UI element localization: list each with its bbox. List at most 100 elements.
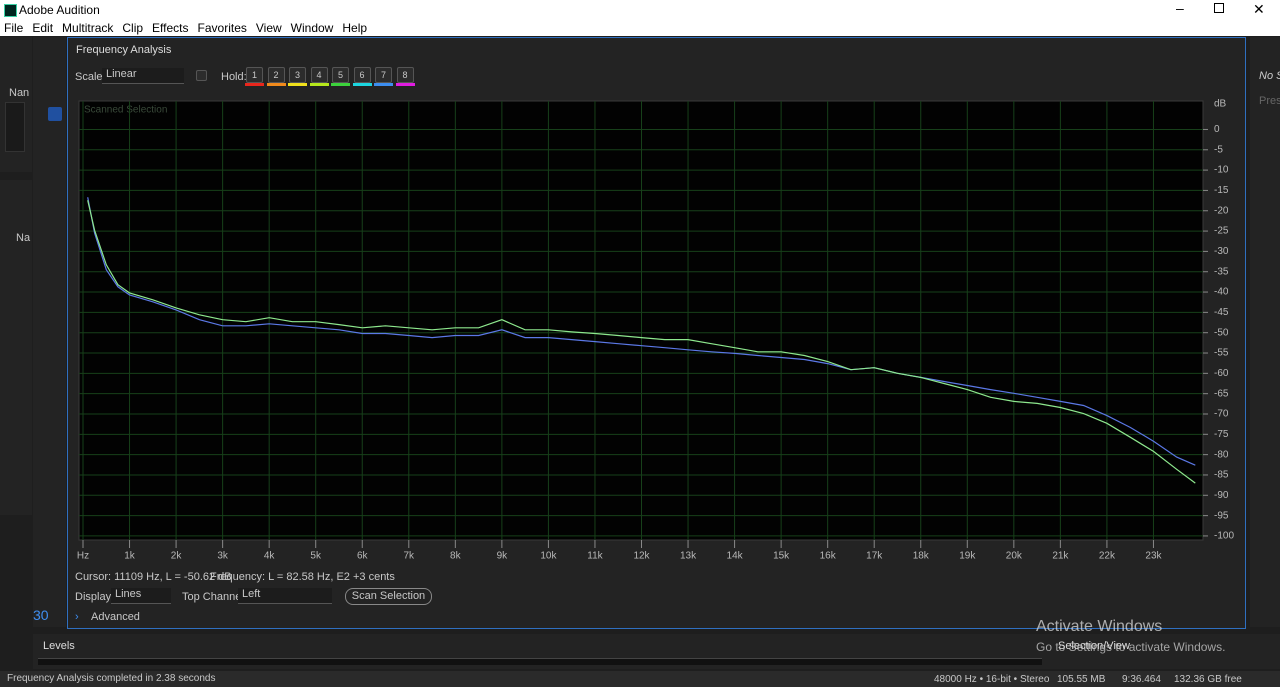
y-tick-label: -20 — [1214, 205, 1229, 216]
level-meter — [38, 658, 1042, 665]
x-tick-label: 10k — [540, 551, 557, 562]
x-tick-label: 17k — [866, 551, 883, 562]
y-tick-label: -65 — [1214, 388, 1229, 399]
menu-item[interactable]: Clip — [122, 21, 144, 35]
menu-item[interactable]: Edit — [32, 21, 54, 35]
scale-label: Scale: — [75, 71, 106, 83]
levels-title: Levels — [43, 640, 75, 652]
right-label-2: Pres — [1259, 95, 1280, 107]
status-size: 105.55 MB — [1057, 674, 1106, 685]
panel-title: Frequency Analysis — [76, 44, 172, 56]
minimize[interactable]: – — [1176, 0, 1184, 16]
x-tick-label: 16k — [820, 551, 837, 562]
selection-view: Selection/View — [1058, 640, 1130, 652]
right-panel: No S Pres — [1250, 37, 1280, 627]
top-channel-dropdown[interactable]: Left — [238, 588, 332, 604]
cursor-info: Cursor: 11109 Hz, L = -50.62 dB — [75, 571, 232, 583]
menu-item[interactable]: Multitrack — [62, 21, 114, 35]
y-tick-label: -35 — [1214, 266, 1229, 277]
hold-color — [374, 83, 393, 86]
right-label: No S — [1259, 70, 1280, 82]
copy-button[interactable] — [196, 70, 207, 81]
spectrum-line — [87, 200, 1196, 484]
advanced[interactable]: Advanced — [91, 611, 140, 623]
y-tick-label: -80 — [1214, 449, 1229, 460]
chart-subtitle: Scanned Selection — [84, 105, 167, 116]
hold-color — [266, 83, 286, 86]
y-tick-label: -90 — [1214, 490, 1229, 501]
y-tick-label: -50 — [1214, 327, 1229, 338]
title-bar: Adobe Audition – ✕ — [0, 0, 1280, 20]
hold-color — [331, 83, 350, 86]
side-strip — [33, 37, 66, 627]
y-tick-label: -10 — [1214, 165, 1229, 176]
hold-color — [395, 83, 415, 86]
y-tick-label: -60 — [1214, 368, 1229, 379]
display-dropdown[interactable]: Lines — [111, 588, 171, 604]
menu-item[interactable]: Favorites — [197, 21, 247, 35]
advanced-arrow[interactable]: › — [75, 611, 79, 623]
y-tick-label: -75 — [1214, 429, 1229, 440]
x-tick-label: 6k — [357, 551, 369, 562]
left-panel: Nan — [0, 37, 32, 172]
menu-item[interactable]: View — [255, 21, 282, 35]
hold-button[interactable]: 5 — [332, 67, 349, 83]
y-tick-label: -95 — [1214, 510, 1229, 521]
left-list — [5, 102, 25, 152]
status-format: 48000 Hz • 16-bit • Stereo — [934, 674, 1050, 685]
hold-button[interactable]: 4 — [310, 67, 328, 83]
side-icon[interactable] — [48, 107, 62, 121]
menu-item[interactable]: File — [4, 21, 24, 35]
status-duration: 9:36.464 — [1122, 674, 1161, 685]
top-channel-label: Top Channel: — [182, 591, 247, 603]
hold-color — [245, 83, 264, 86]
y-tick-label: 0 — [1214, 124, 1220, 135]
x-tick-label: 14k — [727, 551, 744, 562]
watermark-title: Activate Windows — [1036, 618, 1163, 635]
menu-bar: File Edit Multitrack Clip Effects Favorites Vi… — [0, 20, 1280, 36]
status-message: Frequency Analysis completed in 2.38 sec… — [7, 673, 216, 684]
hold-button[interactable]: 1 — [246, 67, 263, 83]
y-tick-label: -55 — [1214, 348, 1229, 359]
x-tick-label: 1k — [124, 551, 136, 562]
x-tick-label: 18k — [913, 551, 930, 562]
close[interactable]: ✕ — [1253, 1, 1265, 17]
y-tick-label: -45 — [1214, 307, 1229, 318]
y-tick-label: -25 — [1214, 226, 1229, 237]
menu-item[interactable]: Window — [290, 21, 334, 35]
y-tick-label: -85 — [1214, 470, 1229, 481]
hold-label: Hold: — [221, 71, 247, 83]
y-tick-label: -100 — [1214, 531, 1234, 542]
menu-item[interactable]: Effects — [152, 21, 189, 35]
hold-button[interactable]: 2 — [267, 67, 285, 83]
x-tick-label: 9k — [497, 551, 509, 562]
app-icon — [4, 4, 17, 17]
hold-button[interactable]: 8 — [396, 67, 414, 83]
scan-button[interactable]: Scan Selection — [345, 588, 432, 605]
y-tick-label: -40 — [1214, 287, 1229, 298]
menu-item[interactable]: Help — [342, 21, 368, 35]
hold-color — [309, 83, 329, 86]
hold-color — [288, 83, 307, 86]
x-tick-label: Hz — [77, 551, 89, 562]
hold-color — [352, 83, 372, 86]
maximize[interactable] — [1214, 3, 1224, 13]
x-tick-label: 2k — [171, 551, 183, 562]
scale-dropdown[interactable]: Linear — [102, 68, 184, 84]
hold-button[interactable]: 7 — [375, 67, 392, 83]
x-tick-label: 12k — [633, 551, 650, 562]
left-number: 30 — [33, 607, 49, 623]
left-label: Nan — [9, 87, 30, 99]
y-tick-label: -5 — [1214, 144, 1223, 155]
x-tick-label: 3k — [217, 551, 229, 562]
x-tick-label: 13k — [680, 551, 697, 562]
y-axis-label: dB — [1214, 99, 1227, 110]
levels-panel: Levels — [33, 634, 1280, 669]
hold-button[interactable]: 6 — [353, 67, 371, 83]
hold-button[interactable]: 3 — [289, 67, 306, 83]
status-free: 132.36 GB free — [1174, 674, 1242, 685]
display-label: Display: — [75, 591, 115, 603]
x-tick-label: 11k — [587, 551, 603, 562]
x-tick-label: 19k — [959, 551, 976, 562]
